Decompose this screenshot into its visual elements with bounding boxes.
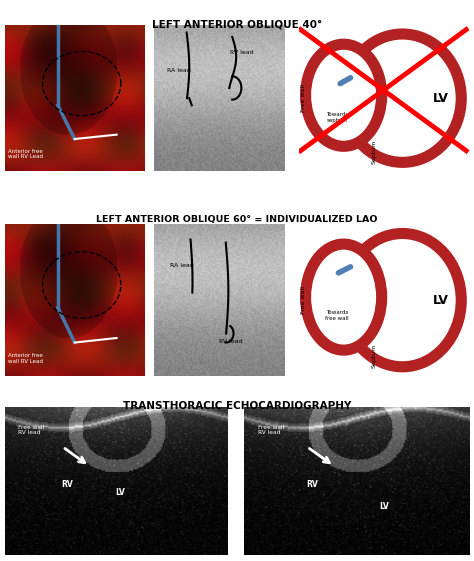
Text: RV lead: RV lead [219,338,243,343]
Text: Septum: Septum [372,344,376,369]
Text: RV: RV [306,480,318,489]
Text: Free wall: Free wall [301,84,306,112]
Text: RV: RV [61,480,73,489]
Text: Free wall: Free wall [301,286,306,314]
Text: Anterior free
wall RV Lead: Anterior free wall RV Lead [8,149,43,159]
Text: Anterior free
wall RV Lead: Anterior free wall RV Lead [8,353,43,364]
Text: Towards
free wall: Towards free wall [325,310,348,321]
Ellipse shape [344,233,461,367]
Text: TRANSTHORACIC ECHOCARDIOGRAPHY: TRANSTHORACIC ECHOCARDIOGRAPHY [123,401,351,411]
Text: Free wall
RV lead: Free wall RV lead [18,425,45,435]
Text: Free wall
RV lead: Free wall RV lead [258,425,284,435]
Ellipse shape [344,34,461,162]
Ellipse shape [306,244,382,350]
Text: LV: LV [433,91,448,105]
Text: LV: LV [433,293,448,307]
Text: LV: LV [116,489,126,498]
Text: RV lead: RV lead [229,50,253,56]
Text: RA lead: RA lead [170,263,193,268]
Text: RA lead: RA lead [167,68,191,73]
Text: Towards
septum: Towards septum [326,112,348,122]
Text: LEFT ANTERIOR OBLIQUE 60° = INDIVIDUALIZED LAO: LEFT ANTERIOR OBLIQUE 60° = INDIVIDUALIZ… [96,215,378,224]
Text: LEFT ANTERIOR OBLIQUE 40°: LEFT ANTERIOR OBLIQUE 40° [152,20,322,30]
Text: Septum: Septum [372,140,376,164]
Text: LV: LV [379,502,389,511]
Ellipse shape [306,44,382,146]
